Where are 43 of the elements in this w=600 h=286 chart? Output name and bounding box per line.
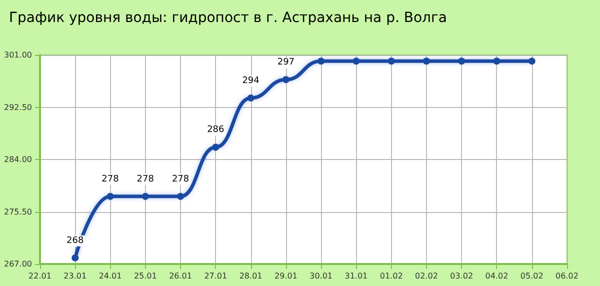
x-tick-label: 28.01 bbox=[239, 272, 262, 280]
point bbox=[106, 192, 114, 200]
point bbox=[282, 76, 290, 84]
data-label: 268 bbox=[66, 236, 84, 246]
data-label: 286 bbox=[207, 125, 225, 136]
point bbox=[458, 58, 466, 65]
x-tick-label: 01.02 bbox=[380, 272, 403, 280]
point bbox=[318, 58, 325, 65]
point bbox=[142, 192, 149, 200]
x-tick-label: 27.01 bbox=[204, 272, 228, 280]
data-label: 297 bbox=[277, 58, 295, 68]
chart-title: График уровня воды: гидропост в г. Астрахань на р. Волга bbox=[9, 10, 447, 26]
y-tick-label: 284.00 bbox=[4, 155, 32, 164]
data-label: 278 bbox=[172, 174, 190, 184]
y-tick-label: 275.50 bbox=[4, 207, 32, 216]
point bbox=[352, 58, 360, 65]
x-tick-label: 04.02 bbox=[485, 272, 508, 280]
x-tick-label: 22.01 bbox=[28, 272, 52, 280]
x-tick-label: 29.01 bbox=[274, 272, 298, 280]
point bbox=[247, 94, 254, 102]
x-tick-label: 24.01 bbox=[98, 272, 122, 280]
x-tick-label: 05.02 bbox=[520, 272, 544, 280]
data-label: 278 bbox=[136, 174, 154, 184]
point bbox=[422, 58, 430, 65]
x-tick-label: 26.01 bbox=[169, 272, 192, 280]
point bbox=[72, 254, 79, 262]
x-tick-label: 02.02 bbox=[415, 272, 438, 280]
data-label: 294 bbox=[242, 76, 260, 86]
point bbox=[177, 192, 184, 200]
point bbox=[493, 58, 500, 65]
point bbox=[212, 144, 220, 151]
x-tick-label: 23.01 bbox=[64, 272, 87, 280]
point bbox=[388, 58, 395, 65]
y-tick-label: 301.00 bbox=[4, 50, 32, 60]
y-tick-label: 292.50 bbox=[4, 102, 32, 112]
x-tick-label: 03.02 bbox=[450, 272, 474, 280]
y-tick-label: 267.00 bbox=[4, 260, 32, 268]
data-label: 278 bbox=[102, 174, 120, 184]
x-tick-label: 30.01 bbox=[310, 272, 333, 280]
x-tick-label: 31.01 bbox=[344, 272, 368, 280]
x-tick-label: 06.02 bbox=[556, 272, 578, 280]
point bbox=[528, 58, 536, 65]
x-tick-label: 25.01 bbox=[134, 272, 157, 280]
